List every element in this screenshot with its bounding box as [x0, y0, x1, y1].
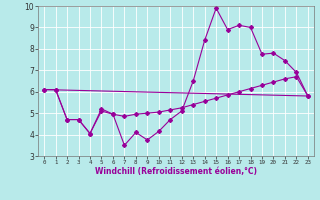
X-axis label: Windchill (Refroidissement éolien,°C): Windchill (Refroidissement éolien,°C): [95, 167, 257, 176]
